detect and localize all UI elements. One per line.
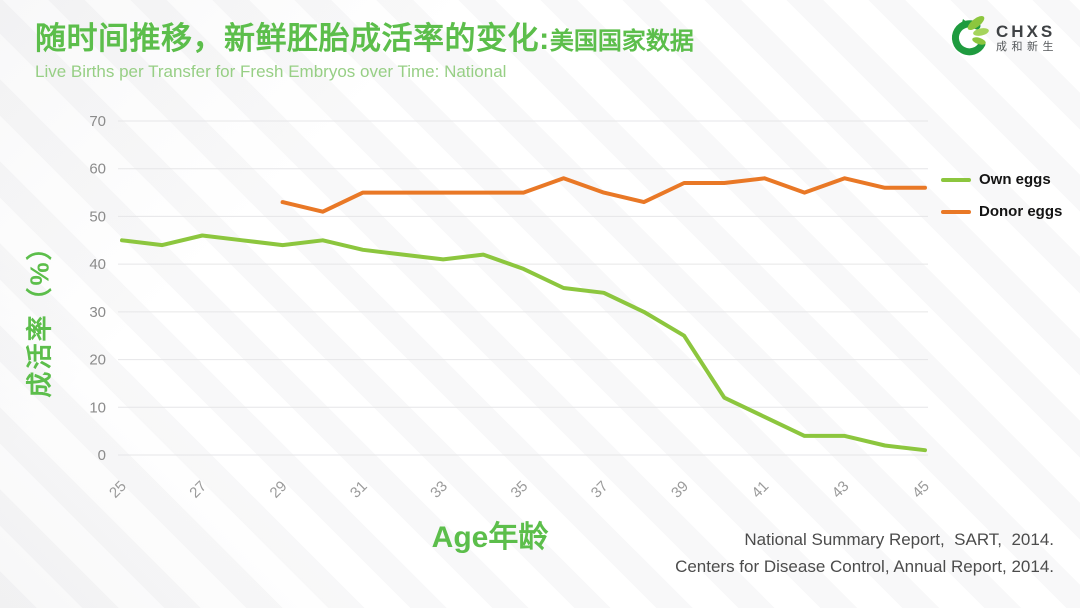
series-line-own-eggs bbox=[120, 233, 927, 453]
x-tick-label: 43 bbox=[829, 478, 853, 502]
subtitle-en: Live Births per Transfer for Fresh Embry… bbox=[35, 62, 507, 82]
y-tick-label: 40 bbox=[89, 256, 106, 273]
logo-abbr: CHXS bbox=[996, 21, 1056, 41]
y-tick-label: 20 bbox=[89, 352, 106, 369]
source-line-2: Centers for Disease Control, Annual Repo… bbox=[675, 557, 1054, 576]
phoenix-bird-icon bbox=[951, 16, 989, 56]
x-tick-label: 37 bbox=[588, 478, 612, 502]
x-axis-title: Age年龄 bbox=[431, 521, 549, 554]
logo-name-zh: 成和新生 bbox=[996, 41, 1058, 54]
title-zh: 随时间推移，新鲜胚胎成活率的变化: bbox=[35, 21, 550, 56]
legend-line-swatch bbox=[941, 177, 971, 182]
x-tick-label: 25 bbox=[106, 478, 130, 502]
company-logo: CHXS 成和新生 bbox=[943, 14, 1058, 62]
y-axis-title: 成活率（%） bbox=[24, 232, 55, 398]
source-line-1: National Summary Report, SART, 2014. bbox=[744, 530, 1054, 549]
slide-header: 随时间推移，新鲜胚胎成活率的变化:美国国家数据 Live Births per … bbox=[35, 21, 694, 82]
logo-text: CHXS 成和新生 bbox=[996, 22, 1058, 54]
legend-item-donor-eggs: Donor eggs bbox=[941, 203, 1062, 220]
legend-label: Donor eggs bbox=[979, 203, 1063, 220]
source-citations: National Summary Report, SART, 2014. Cen… bbox=[675, 526, 1054, 580]
y-tick-label: 30 bbox=[89, 304, 106, 321]
x-tick-label: 39 bbox=[668, 478, 692, 502]
y-tick-label: 60 bbox=[89, 161, 106, 178]
x-tick-label: 41 bbox=[748, 478, 772, 502]
page-title: 随时间推移，新鲜胚胎成活率的变化:美国国家数据 bbox=[35, 21, 694, 56]
x-tick-label: 45 bbox=[909, 478, 933, 502]
y-tick-label: 0 bbox=[98, 447, 106, 464]
legend-label: Own eggs bbox=[979, 171, 1051, 188]
x-tick-label: 31 bbox=[347, 478, 371, 502]
x-tick-label: 29 bbox=[267, 478, 291, 502]
y-tick-label: 50 bbox=[89, 208, 106, 225]
title-suffix: 美国国家数据 bbox=[549, 28, 694, 55]
legend-item-own-eggs: Own eggs bbox=[941, 171, 1062, 188]
x-tick-label: 33 bbox=[427, 478, 451, 502]
x-tick-label: 27 bbox=[186, 478, 210, 502]
series-line-donor-eggs bbox=[280, 176, 927, 214]
legend-line-swatch bbox=[941, 209, 971, 214]
chart-legend: Own eggs Donor eggs bbox=[941, 171, 1062, 220]
y-tick-label: 10 bbox=[89, 399, 106, 416]
x-tick-label: 35 bbox=[508, 478, 532, 502]
y-tick-label: 70 bbox=[89, 113, 106, 130]
